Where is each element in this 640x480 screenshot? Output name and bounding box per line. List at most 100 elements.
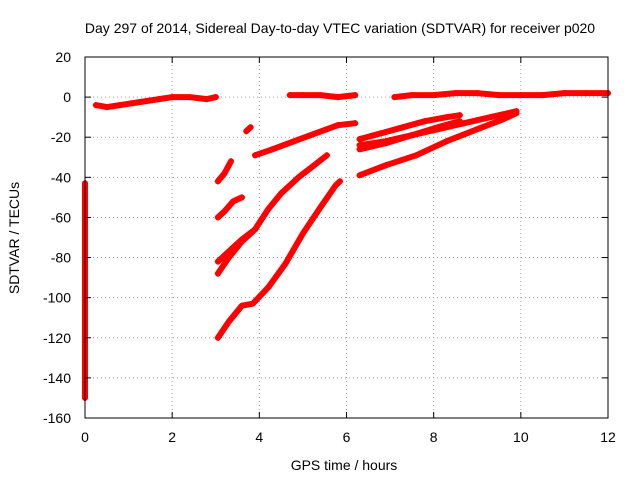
data-point [238,302,245,309]
data-point [214,334,221,341]
data-point [221,208,228,215]
data-point [156,96,163,103]
series-trail [214,178,343,341]
data-point [265,284,272,291]
data-point [103,104,110,111]
x-tick-label: 8 [430,429,438,445]
data-point [251,152,258,159]
data-point [291,138,298,145]
data-point [317,92,324,99]
data-point [336,178,343,185]
data-point [413,152,420,159]
data-point [308,164,315,171]
x-tick-label: 4 [255,429,263,445]
data-point [400,124,407,131]
data-point [312,130,319,137]
data-point [332,182,339,189]
data-point [265,206,272,213]
data-point [269,146,276,153]
x-tick-label: 0 [81,429,89,445]
data-point [116,102,123,109]
series-rising-arc-d [214,152,330,265]
series-rising-arc-f [214,178,343,341]
y-tick-label: -60 [51,209,71,225]
data-point [214,214,221,221]
series-rising-arc-e [214,228,256,277]
chart-title: Day 297 of 2014, Sidereal Day-to-day VTE… [85,20,595,36]
data-point [391,94,398,101]
data-point [212,94,219,101]
grid [85,57,608,418]
data-point [214,178,221,185]
data-point [408,132,415,139]
series-rising-arc-a [214,158,235,185]
series-trail [214,152,330,265]
series-trail [214,228,256,277]
x-axis-label: GPS time / hours [291,457,398,473]
data-point [443,114,450,121]
series-rising-arc-j [356,118,463,149]
axis-ticks: 0 2 4 6 8 10 12 -160 -140 -120 -100 -80 -60 -40 -20 0 20 [43,49,616,445]
data-point [169,94,176,101]
data-point [243,128,250,135]
series-arc-near-zero-3 [391,90,611,101]
y-tick-label: -140 [43,370,71,386]
data-point [456,112,463,119]
data-point [238,238,245,245]
data-point [129,100,136,107]
data-point [278,190,285,197]
data-point [487,114,494,121]
data-point [214,270,221,277]
data-point [500,116,507,123]
data-point [583,90,590,97]
data-point [461,120,468,127]
series-rising-arc-i [356,110,520,179]
data-point [474,90,481,97]
y-axis-label: SDTVAR / TECUs [6,182,22,294]
data-point [186,94,193,101]
data-point [299,92,306,99]
data-point [334,94,341,101]
data-point [228,158,235,165]
data-point [230,198,237,205]
data-point [295,174,302,181]
data-point [356,172,363,179]
data-point [517,92,524,99]
data-point [561,90,568,97]
series-rising-arc-c [214,194,245,221]
y-tick-label: -120 [43,330,71,346]
data-point [382,162,389,169]
data-point [214,258,221,265]
series-arc-near-zero-2 [286,92,359,101]
series-trail [214,194,245,221]
y-tick-label: -80 [51,250,71,266]
data-point [539,92,546,99]
data-point [435,124,442,131]
data-point [356,136,363,143]
x-tick-label: 2 [168,429,176,445]
data-point [238,194,245,201]
data-point [221,170,228,177]
data-point [474,126,481,133]
data-point [317,204,324,211]
data-point [382,138,389,145]
data-point [249,228,256,235]
y-tick-label: -20 [51,129,71,145]
data-point [286,92,293,99]
x-tick-label: 12 [600,429,616,445]
y-tick-label: 0 [63,89,71,105]
data-point [513,110,520,117]
data-point [352,92,359,99]
data-point [204,96,211,103]
y-tick-label: 20 [55,49,71,65]
y-tick-label: -40 [51,169,71,185]
data-point [334,122,341,129]
series-arc-near-zero-1 [92,94,219,111]
data-point [143,98,150,105]
x-tick-label: 6 [343,429,351,445]
series-isolated-short [243,124,254,135]
data-point [225,318,232,325]
data-point [299,230,306,237]
x-tick-label: 10 [513,429,529,445]
